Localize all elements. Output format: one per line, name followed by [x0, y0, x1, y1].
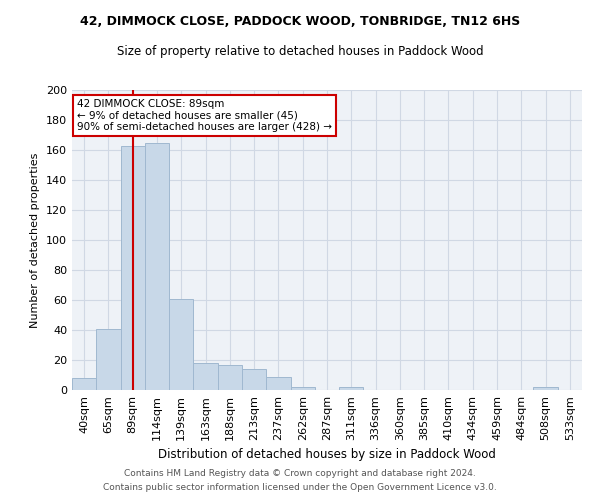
Text: Contains HM Land Registry data © Crown copyright and database right 2024.: Contains HM Land Registry data © Crown c…	[124, 468, 476, 477]
Bar	[242, 369, 266, 390]
Text: 42 DIMMOCK CLOSE: 89sqm
← 9% of detached houses are smaller (45)
90% of semi-det: 42 DIMMOCK CLOSE: 89sqm ← 9% of detached…	[77, 99, 332, 132]
Bar	[121, 146, 145, 390]
Text: Contains public sector information licensed under the Open Government Licence v3: Contains public sector information licen…	[103, 484, 497, 492]
Bar	[145, 142, 169, 390]
Bar	[290, 387, 315, 390]
Text: 42, DIMMOCK CLOSE, PADDOCK WOOD, TONBRIDGE, TN12 6HS: 42, DIMMOCK CLOSE, PADDOCK WOOD, TONBRID…	[80, 15, 520, 28]
Bar	[339, 387, 364, 390]
Bar	[218, 364, 242, 390]
Y-axis label: Number of detached properties: Number of detached properties	[31, 152, 40, 328]
Bar	[533, 387, 558, 390]
Bar	[266, 376, 290, 390]
Bar	[193, 363, 218, 390]
Bar	[72, 378, 96, 390]
Bar	[169, 298, 193, 390]
Bar	[96, 328, 121, 390]
Text: Size of property relative to detached houses in Paddock Wood: Size of property relative to detached ho…	[116, 45, 484, 58]
X-axis label: Distribution of detached houses by size in Paddock Wood: Distribution of detached houses by size …	[158, 448, 496, 462]
